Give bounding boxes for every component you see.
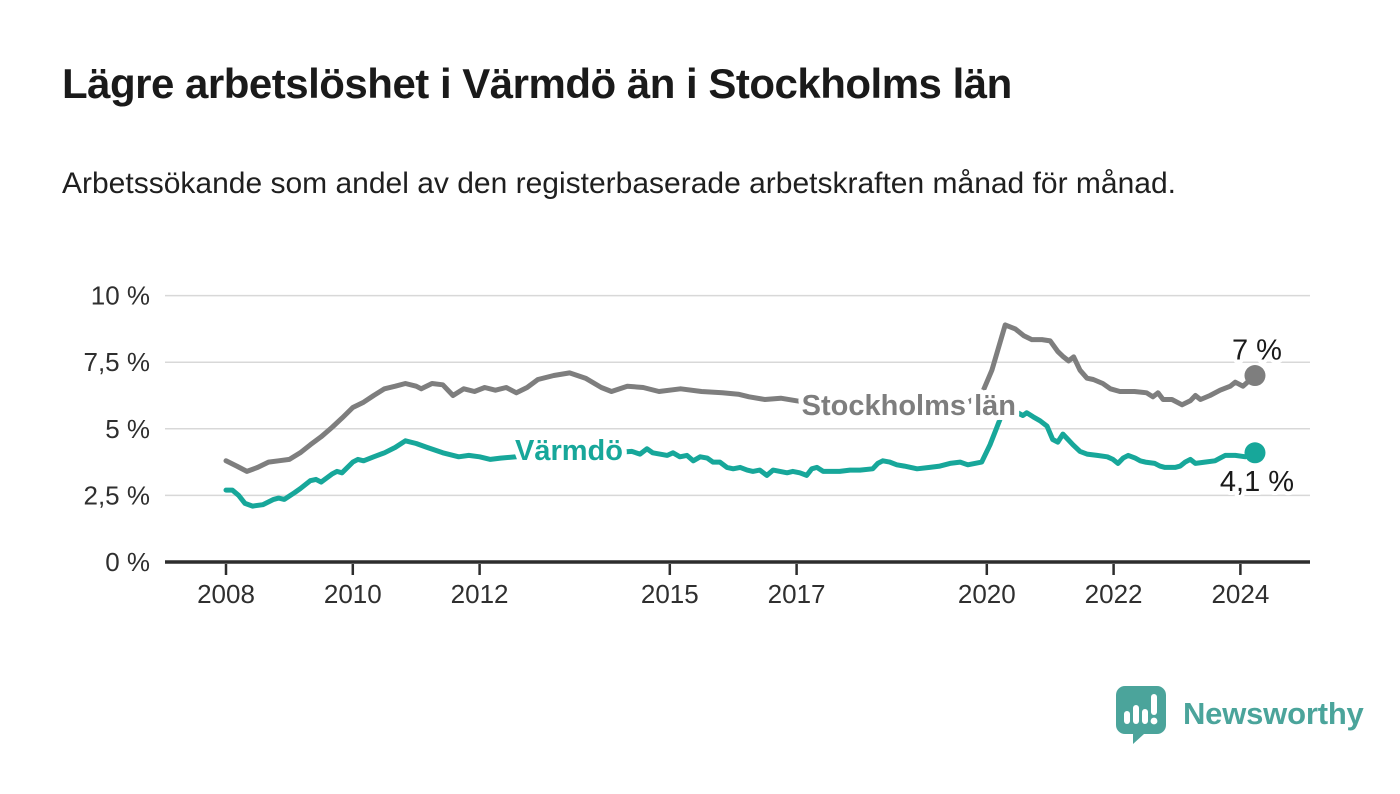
- series-line-varmdo: [223, 409, 1258, 509]
- end-dot-varmdo: [1244, 442, 1266, 464]
- page-subtitle: Arbetssökande som andel av den registerb…: [62, 167, 1176, 200]
- newsworthy-logo-icon: [1116, 686, 1166, 744]
- x-axis-tick-label: 2017: [768, 579, 826, 609]
- newsworthy-brand: Newsworthy: [1112, 684, 1364, 744]
- page-title: Lägre arbetslöshet i Värmdö än i Stockho…: [62, 60, 1012, 107]
- end-value-label-varmdo: 4,1 %: [1220, 466, 1294, 498]
- x-axis-tick-label: 2022: [1085, 579, 1143, 609]
- y-axis-tick-label: 2,5 %: [84, 480, 151, 510]
- series-line-stockholms-lan: [223, 322, 1258, 474]
- end-value-label-stockholms-lan: 7 %: [1232, 335, 1282, 367]
- newsworthy-wordmark: Newsworthy: [1183, 696, 1364, 731]
- series-label-varmdo: Värmdö: [515, 435, 623, 467]
- x-axis-tick-label: 2010: [324, 579, 382, 609]
- y-axis-tick-label: 0 %: [105, 547, 150, 577]
- x-axis-tick-label: 2012: [451, 579, 509, 609]
- end-dot-stockholms-lan: [1244, 365, 1266, 387]
- y-axis-tick-label: 5 %: [105, 414, 150, 444]
- series-label-stockholms-lan: Stockholms län: [802, 390, 1016, 422]
- x-axis-tick-label: 2015: [641, 579, 699, 609]
- y-axis-tick-label: 10 %: [91, 281, 150, 311]
- x-axis-tick-label: 2020: [958, 579, 1016, 609]
- x-axis-tick-label: 2024: [1211, 579, 1269, 609]
- y-axis-tick-label: 7,5 %: [84, 347, 151, 377]
- x-axis-tick-label: 2008: [197, 579, 255, 609]
